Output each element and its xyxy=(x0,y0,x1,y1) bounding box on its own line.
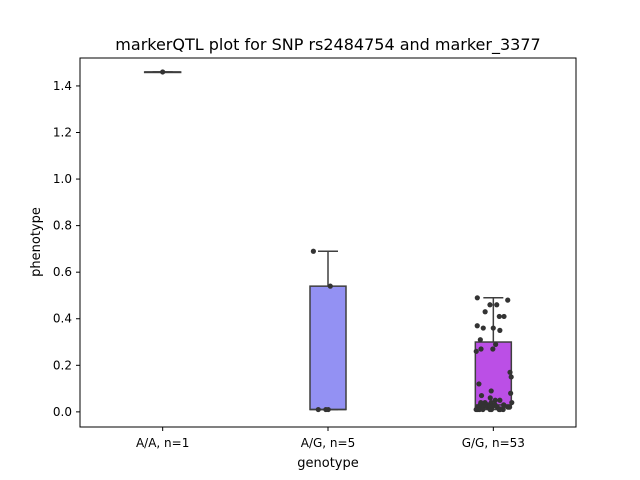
chart-title: markerQTL plot for SNP rs2484754 and mar… xyxy=(115,35,540,55)
y-tick-label: 1.0 xyxy=(53,172,72,186)
y-tick-label: 1.4 xyxy=(53,79,72,93)
data-point xyxy=(315,406,321,413)
data-point xyxy=(490,325,496,331)
data-point xyxy=(490,346,496,352)
data-point xyxy=(476,381,482,387)
x-tick-label: A/G, n=5 xyxy=(301,436,355,450)
data-point xyxy=(497,397,503,403)
data-point xyxy=(507,369,513,375)
x-tick-label: A/A, n=1 xyxy=(136,436,189,450)
data-point xyxy=(501,313,507,320)
data-point xyxy=(474,323,480,329)
data-point xyxy=(487,395,493,401)
data-point xyxy=(497,327,503,333)
data-point xyxy=(488,388,494,394)
box-group xyxy=(474,297,513,411)
data-point xyxy=(482,309,488,315)
y-tick-label: 0.8 xyxy=(53,219,72,233)
data-point xyxy=(493,341,499,347)
data-point xyxy=(473,348,479,354)
data-point xyxy=(494,302,500,308)
data-point xyxy=(497,406,503,413)
data-point xyxy=(496,313,502,320)
data-point xyxy=(477,337,483,343)
box-body xyxy=(309,285,347,411)
data-point xyxy=(487,406,493,413)
data-point xyxy=(327,283,333,289)
data-point xyxy=(474,295,480,301)
y-axis: 0.0 0.2 0.4 0.6 0.8 1.0 1.2 1.4 xyxy=(53,79,80,419)
y-axis-label: phenotype xyxy=(29,207,44,277)
data-point xyxy=(480,406,486,413)
y-tick-label: 0.4 xyxy=(53,312,72,326)
data-point xyxy=(478,392,485,399)
data-point xyxy=(478,346,484,352)
data-point xyxy=(501,402,507,408)
data-point xyxy=(480,325,486,331)
y-tick-label: 0.0 xyxy=(53,405,72,419)
x-axis: A/A, n=1 A/G, n=5 G/G, n=53 xyxy=(136,427,525,450)
data-point xyxy=(505,404,511,410)
data-point xyxy=(473,406,479,413)
data-point xyxy=(325,406,331,413)
box-group xyxy=(309,250,347,411)
data-point xyxy=(509,399,515,406)
x-axis-label: genotype xyxy=(297,456,358,471)
data-point xyxy=(492,397,498,403)
plot-area xyxy=(143,69,515,413)
data-point xyxy=(508,374,514,380)
data-point xyxy=(160,69,166,75)
x-tick-label: G/G, n=53 xyxy=(462,436,525,450)
y-tick-label: 0.6 xyxy=(53,265,72,279)
data-point xyxy=(487,302,493,308)
data-point xyxy=(310,248,316,254)
y-tick-label: 1.2 xyxy=(53,125,72,139)
y-tick-label: 0.2 xyxy=(53,358,72,372)
data-point xyxy=(505,297,511,303)
data-point xyxy=(508,390,514,396)
